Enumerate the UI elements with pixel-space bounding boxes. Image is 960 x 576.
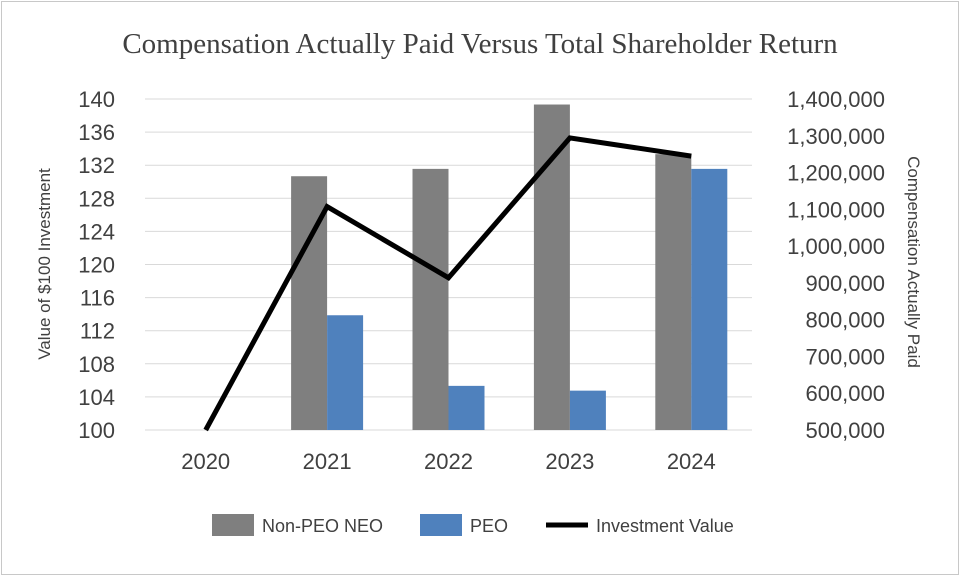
right-tick-label: 700,000 [805,344,885,369]
left-tick-label: 136 [78,120,115,145]
right-tick-label: 600,000 [805,381,885,406]
x-tick-label: 2021 [303,449,352,474]
left-tick-label: 116 [80,286,115,311]
left-tick-label: 128 [78,186,115,211]
left-axis-ticks: 100 104 108 112 116 120 124 128 132 136 140 [78,87,115,443]
left-tick-label: 112 [80,319,115,344]
bar-peo-2021 [327,315,364,430]
left-tick-label: 120 [78,253,115,278]
gridlines [145,98,752,431]
right-tick-label: 500,000 [805,418,885,443]
right-tick-label: 900,000 [805,271,885,296]
bar-non-peo-neo-2023 [533,104,570,431]
left-axis-title: Value of $100 Investment [35,168,54,360]
bar-non-peo-neo-2022 [412,168,449,430]
bar-non-peo-neo-2024 [655,154,692,430]
right-tick-label: 1,200,000 [787,161,885,186]
x-tick-label: 2023 [545,449,594,474]
right-axis-title: Compensation Actually Paid [904,156,923,368]
x-tick-label: 2020 [181,449,230,474]
bar-peo-2023 [569,390,606,430]
left-tick-label: 124 [78,219,115,244]
investment-line [203,135,692,432]
right-tick-label: 1,300,000 [787,124,885,149]
legend-swatch-peo [420,514,462,536]
right-tick-label: 1,100,000 [787,197,885,222]
chart-title: Compensation Actually Paid Versus Total … [122,28,838,60]
right-axis-ticks: 500,000 600,000 700,000 800,000 900,000 1,000… [787,87,885,443]
left-tick-label: 140 [78,87,115,112]
legend-label-non-peo-neo: Non-PEO NEO [262,516,383,536]
right-tick-label: 800,000 [805,308,885,333]
legend: Non-PEO NEO PEO Investment Value [212,514,734,536]
x-axis-ticks: 2020 2021 2022 2023 2024 [181,449,716,474]
x-tick-label: 2024 [667,449,716,474]
right-tick-label: 1,000,000 [787,234,885,259]
x-tick-label: 2022 [424,449,473,474]
legend-label-peo: PEO [470,516,508,536]
left-tick-label: 132 [78,153,115,178]
left-tick-label: 100 [78,418,115,443]
left-tick-label: 108 [78,352,115,377]
legend-swatch-non-peo-neo [212,514,254,536]
left-tick-label: 104 [78,385,115,410]
right-tick-label: 1,400,000 [787,87,885,112]
bar-peo-2024 [691,168,728,430]
legend-label-investment-value: Investment Value [596,516,734,536]
bar-peo-2022 [448,385,485,430]
